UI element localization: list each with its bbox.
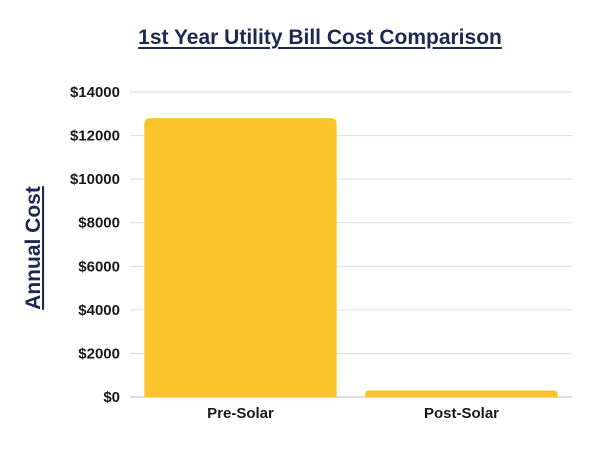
y-tick-label: $14000	[70, 84, 120, 101]
y-tick-label: $0	[103, 389, 120, 406]
y-axis-ticks: $0 $2000 $4000 $6000 $8000 $10000 $12000 $14000	[70, 84, 120, 406]
y-tick-label: $12000	[70, 128, 120, 145]
chart-title: 1st Year Utility Bill Cost Comparison	[138, 26, 502, 49]
bar-pre-solar	[144, 118, 337, 398]
y-tick-label: $10000	[70, 171, 120, 188]
x-category-label: Post-Solar	[424, 405, 499, 422]
x-category-label: Pre-Solar	[207, 405, 274, 422]
y-tick-label: $4000	[78, 302, 120, 319]
y-tick-label: $6000	[78, 258, 120, 275]
bar-post-solar	[365, 390, 558, 397]
y-axis-title: Annual Cost	[22, 186, 45, 310]
y-tick-label: $2000	[78, 345, 120, 362]
gridlines	[130, 91, 572, 398]
x-axis-categories: Pre-Solar Post-Solar	[207, 405, 499, 422]
bars	[144, 118, 558, 398]
y-tick-label: $8000	[78, 215, 120, 232]
